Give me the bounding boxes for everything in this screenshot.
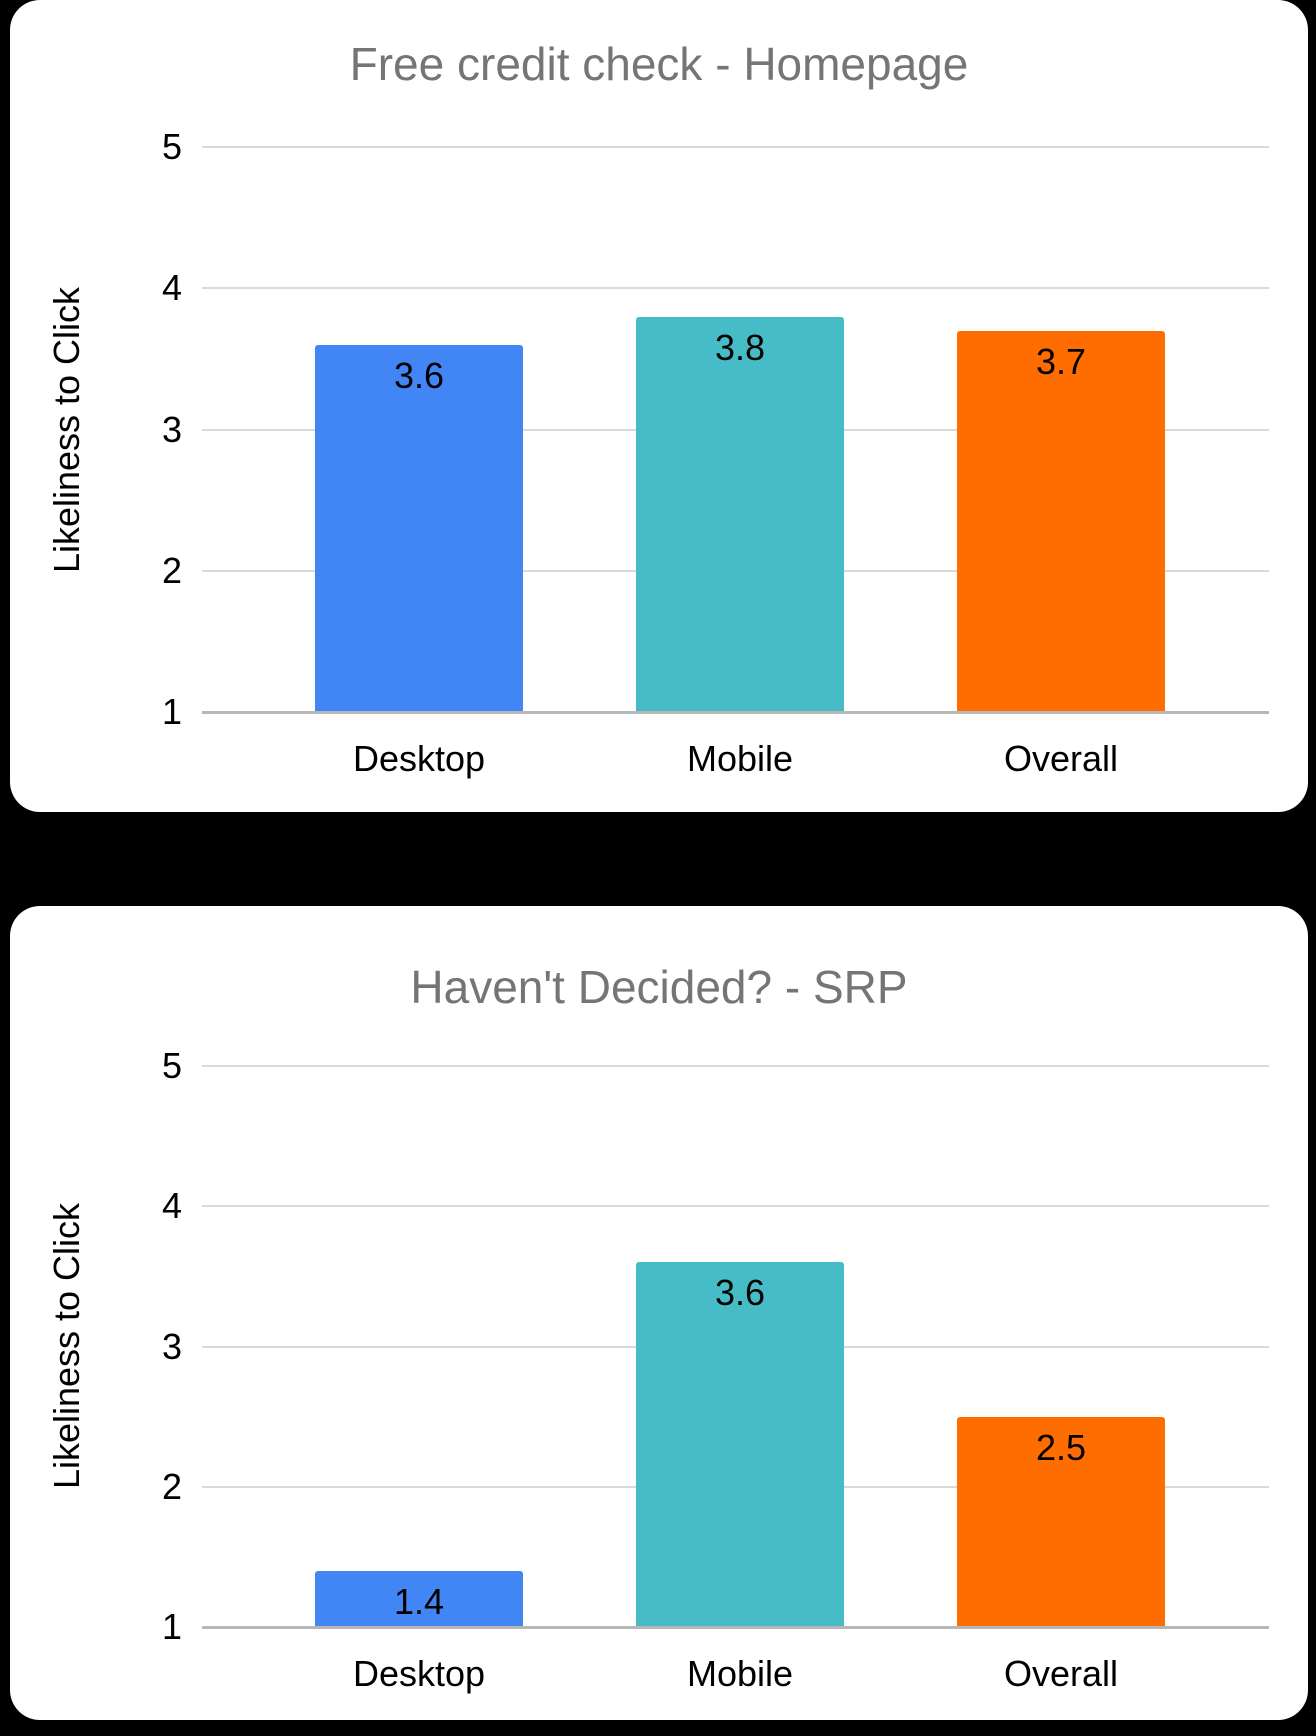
chart-title: Free credit check - Homepage [349, 38, 969, 90]
y-tick-label: 2 [161, 549, 182, 591]
y-axis-title: Likeliness to Click [46, 286, 87, 574]
y-tick-label: 5 [161, 1045, 182, 1086]
x-category-label: Overall [1003, 738, 1119, 779]
chart-card-free-credit-check: Free credit check - Homepage Likeliness … [10, 0, 1308, 812]
gridline [202, 1205, 1269, 1208]
bar-mobile: 3.6 [636, 1262, 844, 1627]
y-axis-title: Likeliness to Click [46, 1202, 87, 1490]
y-tick-label: 1 [161, 691, 182, 732]
x-category-label: Mobile [686, 1653, 794, 1694]
y-tick-label: 2 [161, 1465, 182, 1507]
x-category-label: Mobile [686, 738, 794, 779]
gridline [202, 287, 1269, 290]
bar-value-label: 3.7 [1035, 340, 1087, 382]
chart-title: Haven't Decided? - SRP [410, 961, 908, 1013]
x-category-label: Desktop [352, 738, 486, 779]
plot-area: 1 2 3 4 5 1.4 Desktop 3.6 Mobile 2.5 Overall [162, 1045, 1269, 1694]
x-category-label: Desktop [352, 1653, 486, 1694]
y-tick-label: 4 [161, 1185, 182, 1227]
bar-overall: 3.7 [957, 330, 1165, 712]
y-tick-label: 3 [161, 408, 182, 450]
bar-value-label: 3.8 [714, 326, 766, 368]
bar-value-label: 3.6 [714, 1272, 766, 1314]
y-tick-label: 1 [161, 1606, 182, 1647]
bar-overall: 2.5 [957, 1416, 1165, 1627]
chart-card-havent-decided: Haven't Decided? - SRP Likeliness to Cli… [10, 906, 1308, 1720]
bar-value-label: 3.6 [393, 354, 445, 396]
bar-desktop: 3.6 [315, 344, 523, 712]
y-tick-label: 3 [161, 1325, 182, 1367]
gridline [202, 711, 1269, 714]
bar-desktop: 1.4 [315, 1570, 523, 1627]
y-tick-label: 4 [161, 267, 182, 309]
y-tick-label: 5 [161, 126, 182, 167]
gridline [202, 1626, 1269, 1629]
bar-mobile: 3.8 [636, 316, 844, 712]
x-category-label: Overall [1003, 1653, 1119, 1694]
gridline [202, 146, 1269, 148]
gridline [202, 1065, 1269, 1067]
plot-area: 1 2 3 4 5 3.6 Desktop 3.8 Mobile 3.7 Overall [162, 126, 1269, 779]
bar-value-label: 2.5 [1035, 1426, 1087, 1468]
bar-value-label: 1.4 [393, 1580, 445, 1622]
